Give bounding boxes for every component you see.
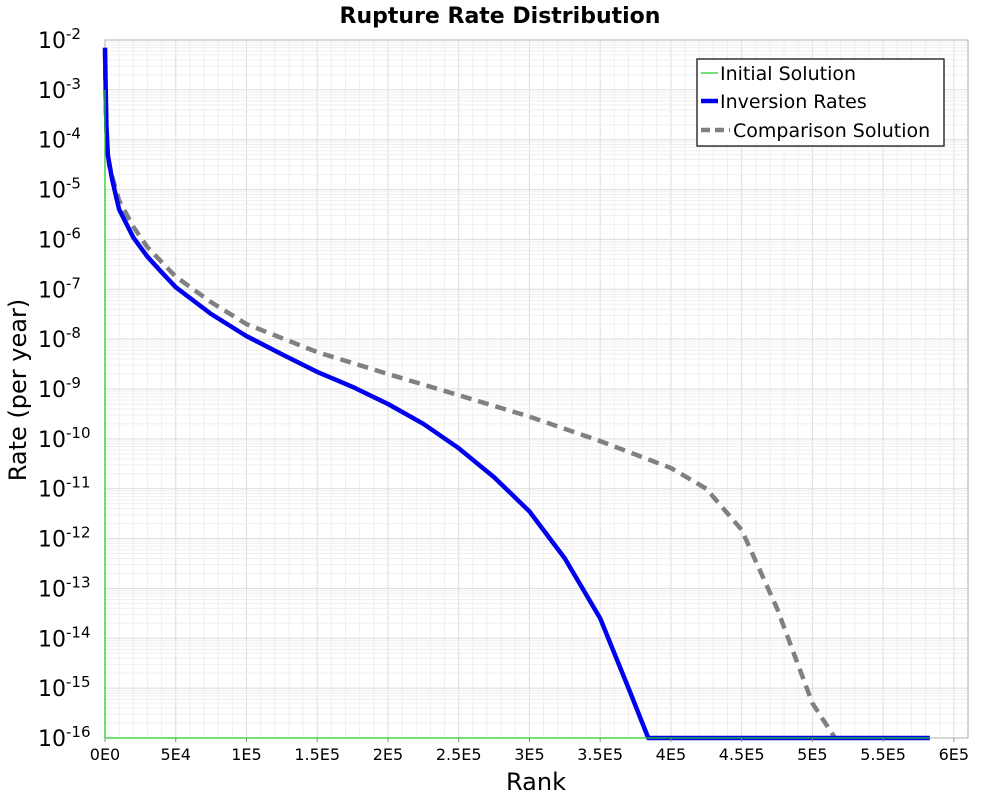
x-tick-label: 1.5E5 [294,745,340,764]
x-tick-label: 6E5 [939,745,969,764]
y-tick-label: 10-7 [38,274,81,303]
y-tick-label: 10-15 [38,673,91,702]
y-tick-label: 10-8 [38,324,81,353]
y-axis-ticks: 10-2 10-3 10-4 10-5 10-6 10-7 10-8 10-9 10-10 10-… [38,25,91,752]
y-axis-label: Rate (per year) [4,299,32,481]
chart-title: Rupture Rate Distribution [340,4,661,29]
y-tick-label: 10-9 [38,374,81,403]
x-tick-label: 4.5E5 [719,745,765,764]
x-axis-ticks: 0E0 5E4 1E5 1.5E5 2E5 2.5E5 3E5 3.5E5 4E5 4.5E5 5E… [90,738,969,764]
x-tick-label: 3E5 [514,745,544,764]
y-tick-label: 10-3 [38,75,81,104]
x-tick-label: 2.5E5 [436,745,482,764]
legend-label-comparison-solution: Comparison Solution [733,120,930,142]
x-tick-label: 3.5E5 [577,745,623,764]
x-tick-label: 2E5 [373,745,403,764]
x-tick-label: 5E5 [797,745,827,764]
y-tick-label: 10-6 [38,224,81,253]
legend-box [696,58,945,147]
legend-label-initial-solution: Initial Solution [720,63,856,85]
y-tick-label: 10-13 [38,573,91,602]
y-tick-label: 10-2 [38,25,81,54]
legend: Initial Solution Inversion Rates Compari… [696,58,945,147]
x-tick-label: 5.5E5 [860,745,906,764]
x-tick-label: 4E5 [656,745,686,764]
x-tick-label: 0E0 [90,745,120,764]
y-tick-label: 10-16 [38,723,91,752]
series-line-inversion-rates [102,47,930,741]
y-tick-label: 10-12 [38,524,91,553]
x-axis-label: Rank [506,768,566,796]
series-line-comparison-solution [102,51,837,740]
y-tick-label: 10-4 [38,125,81,154]
legend-label-inversion-rates: Inversion Rates [720,91,867,113]
y-tick-label: 10-10 [38,424,91,453]
x-tick-label: 1E5 [231,745,261,764]
y-tick-label: 10-14 [38,623,91,652]
y-tick-label: 10-11 [38,474,91,503]
y-tick-label: 10-5 [38,175,81,204]
x-tick-label: 5E4 [161,745,191,764]
